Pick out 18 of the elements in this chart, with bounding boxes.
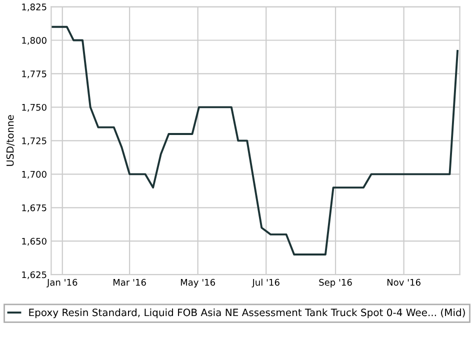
x-tick-label: Jul '16	[252, 278, 280, 288]
x-tick-label: Nov '16	[387, 278, 420, 286]
y-tick-label: 1,825	[22, 4, 46, 12]
x-tick-label: Jan '16	[46, 278, 78, 288]
y-tick-label: 1,700	[22, 170, 46, 179]
x-tick-label: Sep '16	[319, 278, 352, 288]
y-tick-label: 1,800	[22, 36, 46, 45]
y-tick-label: 1,650	[22, 238, 46, 246]
x-tick-label: Mar '16	[114, 278, 146, 286]
y-axis-title: USD/tonne	[6, 115, 15, 166]
legend-label: Epoxy Resin Standard, Liquid FOB Asia NE Assessment Tank Truck Spot 0-4 Wee... (Mid)	[29, 308, 465, 318]
x-tick-label: May '16	[180, 278, 216, 288]
y-tick-label: 1,775	[22, 70, 46, 78]
y-tick-label: 1,725	[22, 137, 46, 146]
y-tick-label: 1,675	[22, 204, 46, 212]
y-tick-label: 1,750	[22, 104, 46, 112]
line-series	[51, 26, 459, 256]
y-tick-label: 1,625	[22, 271, 46, 280]
